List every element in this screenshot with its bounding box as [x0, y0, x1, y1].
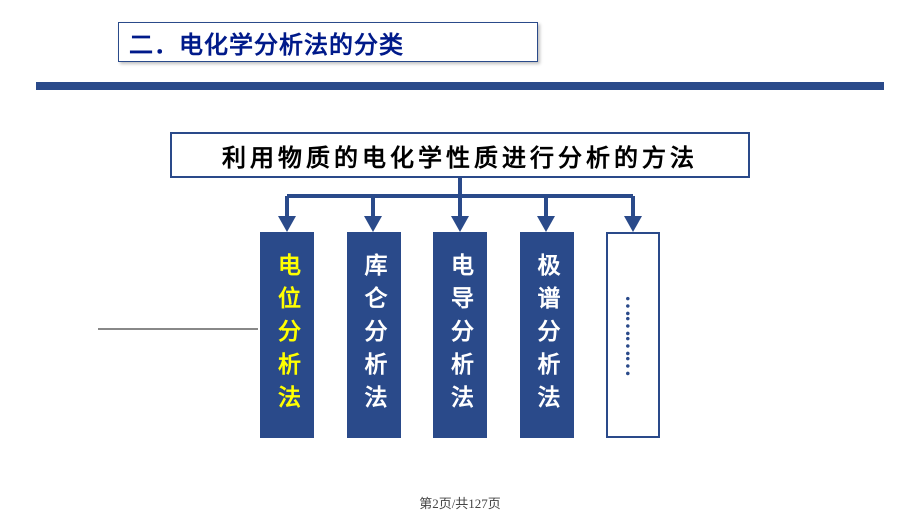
branch-box: 电导分析法 — [433, 232, 487, 438]
branch-label: ………… — [622, 295, 644, 375]
branch-label: 电位分析法 — [276, 253, 299, 418]
branch-box: ………… — [606, 232, 660, 438]
branch-label: 电导分析法 — [449, 253, 472, 418]
page-number: 第2页/共127页 — [419, 496, 501, 511]
branch-box: 库仑分析法 — [347, 232, 401, 438]
branch-box: 电位分析法 — [260, 232, 314, 438]
side-divider — [98, 328, 258, 330]
section-title-box: 二．电化学分析法的分类 — [118, 22, 538, 62]
header-divider — [36, 82, 884, 90]
branch-container: 电位分析法 库仑分析法 电导分析法 极谱分析法 ………… — [260, 232, 660, 438]
section-title: 二．电化学分析法的分类 — [129, 25, 404, 60]
branch-label: 库仑分析法 — [362, 253, 385, 418]
branch-box: 极谱分析法 — [520, 232, 574, 438]
description-box: 利用物质的电化学性质进行分析的方法 — [170, 132, 750, 178]
description-text: 利用物质的电化学性质进行分析的方法 — [222, 138, 698, 173]
tree-connector — [260, 178, 660, 232]
page-footer: 第2页/共127页 — [0, 493, 920, 512]
branch-label: 极谱分析法 — [535, 253, 558, 418]
